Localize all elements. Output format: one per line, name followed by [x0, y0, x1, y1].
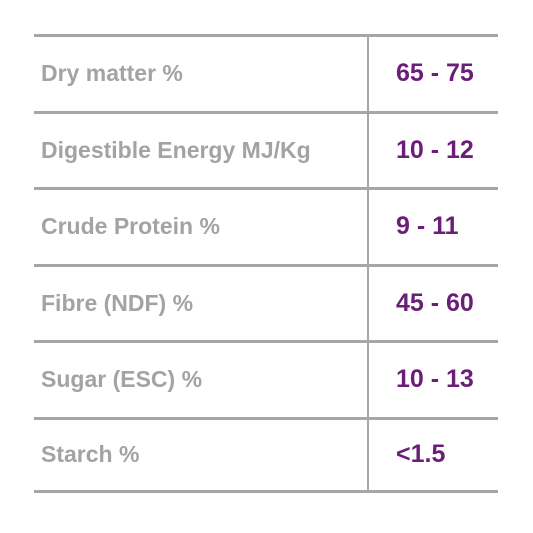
- table-row-fibre: Fibre (NDF) % 45 - 60: [34, 263, 498, 340]
- row-value: 10 - 12: [396, 135, 474, 164]
- table-row-digestible-energy: Digestible Energy MJ/Kg 10 - 12: [34, 110, 498, 187]
- row-value: ˂1.5: [396, 440, 446, 469]
- row-label: Digestible Energy MJ/Kg: [34, 113, 369, 187]
- row-label: Starch %: [34, 419, 369, 490]
- table-row-starch: Starch % ˂1.5: [34, 416, 498, 493]
- table-row-crude-protein: Crude Protein % 9 - 11: [34, 187, 498, 264]
- row-value: 9 - 11: [396, 212, 459, 241]
- table-row-dry-matter: Dry matter % 65 - 75: [34, 34, 498, 111]
- row-label: Dry matter %: [34, 37, 369, 111]
- row-label: Crude Protein %: [34, 190, 369, 264]
- row-label: Fibre (NDF) %: [34, 266, 369, 340]
- row-value: 65 - 75: [396, 59, 474, 88]
- nutrition-table: Dry matter % 65 - 75 Digestible Energy M…: [34, 34, 498, 493]
- row-label: Sugar (ESC) %: [34, 343, 369, 417]
- row-value: 10 - 13: [396, 365, 474, 394]
- row-value: 45 - 60: [396, 288, 474, 317]
- table-row-sugar: Sugar (ESC) % 10 - 13: [34, 340, 498, 417]
